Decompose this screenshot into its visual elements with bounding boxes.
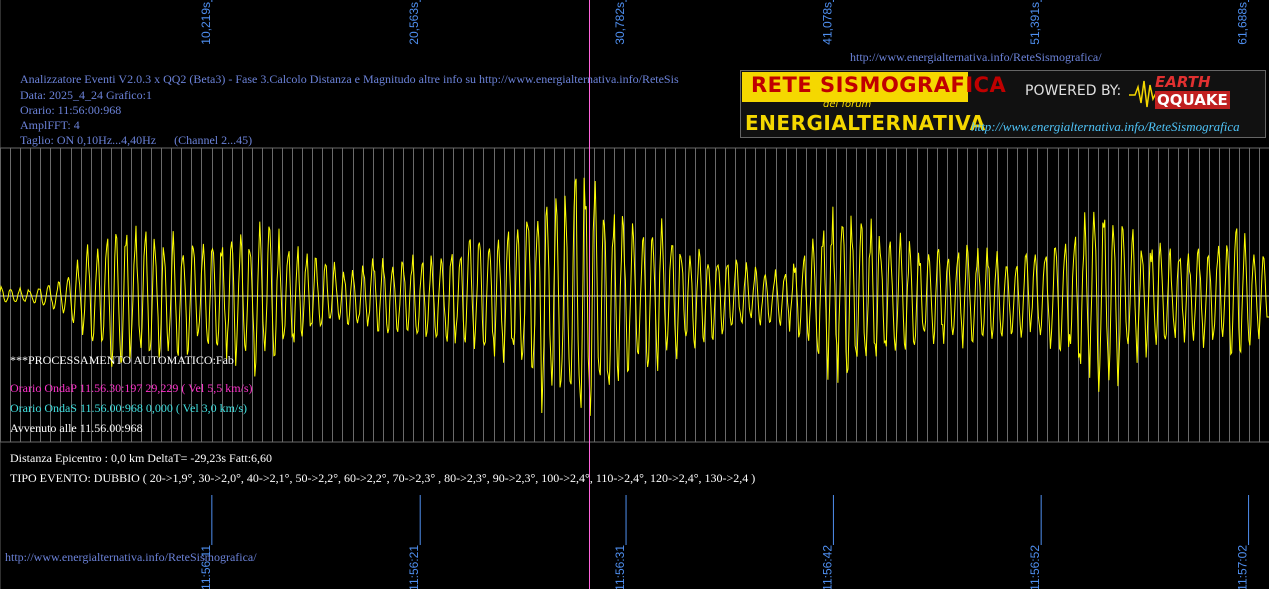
banner-powered-by: POWERED BY: (1025, 83, 1122, 99)
banner-energialternativa: ENERGIALTERNATIVA (745, 111, 986, 135)
bottom-clock-tick-label: 11:56:52 (1028, 545, 1042, 589)
avvenuto-label: Avvenuto alle 11.56.00:968 (10, 421, 143, 435)
top-tick-labels: 10,219s 20,563s 30,782s 41,078s 51,391s 61,68… (199, 0, 1250, 45)
banner-earth: EARTH (1155, 73, 1211, 91)
bottom-clock-tick-label: 11:57:02 (1236, 545, 1250, 589)
header-date: Data: 2025_4_24 Grafico:1 (20, 88, 152, 102)
top-time-tick-label: 51,391s (1028, 2, 1042, 45)
rete-sismografica-banner[interactable]: RETE SISMOGRAFICA del forum ENERGIALTERN… (740, 70, 1266, 138)
top-time-tick-label: 10,219s (199, 2, 213, 45)
banner-yellow-band (742, 72, 968, 102)
vertical-grid-lines (0, 148, 1260, 442)
footer-url[interactable]: http://www.energialternativa.info/ReteSi… (5, 550, 257, 564)
banner-del-forum: del forum (823, 99, 872, 110)
top-time-tick-label: 41,078s (820, 2, 834, 45)
distanza-label: Distanza Epicentro : 0,0 km DeltaT= -29,… (10, 451, 273, 465)
bottom-clock-tick-label: 11:56:11 (199, 545, 213, 589)
bottom-tick-labels: 11:56:11 11:56:21 11:56:31 11:56:42 11:56:52… (199, 495, 1250, 589)
banner-url[interactable]: http://www.energialternativa.info/ReteSi… (971, 119, 1240, 134)
header-title: Analizzatore Eventi V2.0.3 x QQ2 (Beta3)… (20, 72, 679, 86)
processing-label: ***PROCESSAMENTO AUTOMATICO:Fab (10, 353, 234, 367)
seismic-trace (0, 177, 1269, 416)
bottom-clock-tick-label: 11:56:42 (820, 545, 834, 589)
banner-quake: QQUAKE (1155, 91, 1230, 109)
top-time-tick-label: 61,688s (1236, 2, 1250, 45)
top-time-tick-label: 20,563s (407, 2, 421, 45)
header-filter: Taglio: ON 0,10Hz...4,40Hz (Channel 2...… (20, 133, 253, 147)
onda-s-label: Orario OndaS 11.56.00:968 0,000 ( Vel 3,… (10, 401, 247, 415)
header-time: Orario: 11:56:00:968 (20, 103, 122, 117)
bottom-clock-tick-label: 11:56:21 (407, 545, 421, 589)
onda-p-label: Orario OndaP 11.56.30:197 29,229 ( Vel 5… (10, 381, 253, 395)
header-amplfft: AmplFFT: 4 (20, 118, 80, 132)
top-time-tick-label: 30,782s (613, 2, 627, 45)
top-url[interactable]: http://www.energialternativa.info/ReteSi… (850, 50, 1102, 64)
tipo-evento-label: TIPO EVENTO: DUBBIO ( 20->1,9°, 30->2,0°… (10, 471, 756, 485)
banner-rete-title: RETE SISMOGRAFICA (751, 73, 1007, 97)
bottom-clock-tick-label: 11:56:31 (613, 545, 627, 589)
